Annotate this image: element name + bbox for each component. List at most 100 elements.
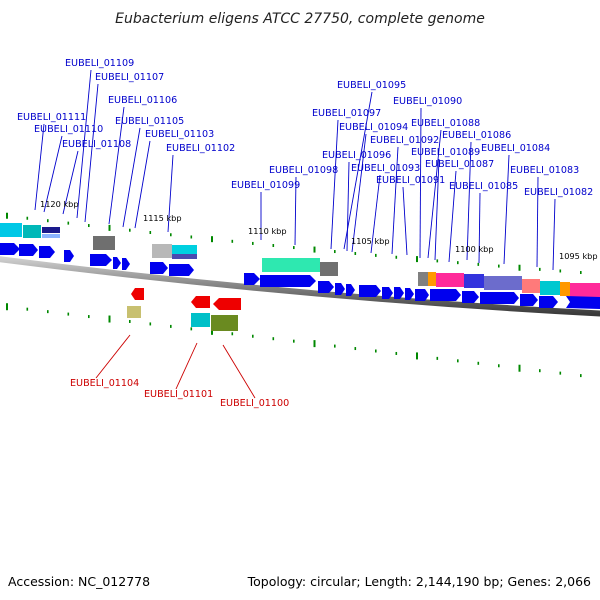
tick-dot: [149, 322, 152, 326]
gene-label: EUBELI_01089: [411, 147, 480, 158]
cog-box: [0, 223, 22, 237]
gene-label: EUBELI_01086: [442, 130, 511, 141]
tick-dot: [211, 236, 213, 243]
label-leader-line: [419, 107, 422, 259]
tick-dot: [580, 374, 582, 378]
forward-gene-arrow: [415, 289, 429, 301]
gene-label: EUBELI_01108: [62, 139, 131, 150]
tick-dot: [67, 221, 70, 225]
gene-label: EUBELI_01095: [337, 80, 406, 91]
gene-label: EUBELI_01087: [425, 159, 494, 170]
kbp-label: 1095 kbp: [559, 251, 598, 261]
forward-gene-arrow: [405, 288, 414, 300]
tick-dot: [129, 228, 131, 232]
tick-dot: [67, 312, 70, 316]
tick-dot: [47, 219, 49, 223]
gene-label: EUBELI_01096: [322, 150, 391, 161]
tick-dot: [293, 339, 295, 343]
cog-box: [540, 281, 560, 295]
tick-dot: [272, 337, 275, 341]
label-leader-line: [536, 176, 539, 268]
gene-label: EUBELI_01103: [145, 129, 214, 140]
tick-dot: [108, 224, 111, 231]
cog-box: [464, 274, 484, 288]
cog-box: [127, 306, 141, 318]
tick-dot: [47, 310, 49, 314]
inner-tick-dots: [6, 303, 582, 378]
tick-dot: [272, 244, 275, 248]
tick-dot: [211, 327, 213, 335]
label-leader-line: [34, 123, 45, 211]
tick-dot: [559, 269, 562, 273]
tick-dot: [580, 271, 582, 275]
gene-label: EUBELI_01094: [339, 122, 408, 133]
tick-dot: [477, 262, 480, 266]
tick-dot: [457, 359, 459, 363]
label-leader-line: [391, 146, 399, 255]
gene-label: EUBELI_01109: [65, 58, 134, 69]
cog-box: [560, 282, 570, 296]
label-leader-lines: [34, 69, 556, 399]
genome-summary-text: Topology: circular; Length: 2,144,190 bp…: [247, 574, 591, 589]
forward-gene-arrow: [260, 275, 316, 287]
forward-gene-arrow: [244, 273, 260, 285]
tick-dot: [108, 315, 111, 323]
gene-label: EUBELI_01090: [393, 96, 462, 107]
forward-gene-arrow: [113, 257, 121, 269]
tick-dot: [334, 250, 336, 254]
tick-dot: [190, 327, 193, 331]
cog-color-boxes-top: [0, 223, 600, 297]
genome-backbone: [0, 256, 600, 317]
label-leader-line: [466, 141, 472, 261]
forward-gene-arrow: [382, 287, 393, 299]
gene-label: EUBELI_01111: [17, 112, 86, 123]
cog-box: [152, 244, 172, 258]
gene-label: EUBELI_01101: [144, 389, 213, 400]
cog-box: [262, 258, 320, 272]
label-leader-line: [134, 140, 151, 229]
tick-dot: [6, 212, 8, 219]
label-leader-line: [43, 135, 63, 213]
tick-dot: [416, 256, 418, 263]
gene-label: EUBELI_01107: [95, 72, 164, 83]
forward-gene-arrow: [318, 281, 334, 293]
kbp-label: 1100 kbp: [455, 244, 494, 254]
cog-box: [172, 245, 197, 254]
tick-dot: [354, 251, 357, 255]
tick-dot: [375, 349, 377, 353]
gene-label: EUBELI_01093: [351, 163, 420, 174]
tick-dot: [252, 241, 254, 245]
label-leader-line: [503, 154, 510, 265]
gene-label: EUBELI_01100: [220, 398, 289, 409]
tick-dot: [436, 356, 439, 360]
gene-label: EUBELI_01092: [370, 135, 439, 146]
label-leader-line: [62, 150, 79, 215]
forward-gene-arrow: [150, 262, 168, 274]
label-leader-line: [434, 158, 440, 261]
gene-labels-reverse: EUBELI_01104 EUBELI_01101 EUBELI_01100: [70, 378, 289, 409]
label-leader-line: [346, 161, 350, 252]
forward-gene-arrow: [520, 294, 538, 306]
kbp-scale-labels: 1120 kbp 1115 kbp 1110 kbp 1105 kbp 1100…: [40, 199, 598, 261]
cog-box: [211, 315, 238, 331]
kbp-label: 1110 kbp: [248, 226, 287, 236]
forward-gene-arrow: [346, 284, 355, 296]
label-leader-line: [448, 170, 457, 263]
label-leader-line: [478, 192, 481, 264]
cog-box: [522, 279, 540, 293]
tick-dot: [170, 324, 172, 328]
reverse-gene-arrow: [191, 296, 210, 308]
label-leader-line: [122, 127, 141, 228]
tick-dot: [231, 239, 234, 243]
forward-gene-arrow: [480, 292, 519, 304]
label-leader-line: [351, 133, 367, 253]
forward-gene-arrow: [359, 285, 381, 297]
forward-gene-arrow: [122, 258, 130, 270]
page-title: Eubacterium eligens ATCC 27750, complete…: [115, 11, 485, 27]
forward-gene-arrow: [462, 291, 479, 303]
label-leader-line: [175, 342, 198, 390]
forward-gene-arrow: [169, 264, 194, 276]
gene-label: EUBELI_01102: [166, 143, 235, 154]
label-leader-line: [427, 129, 442, 259]
tick-dot: [395, 351, 398, 355]
